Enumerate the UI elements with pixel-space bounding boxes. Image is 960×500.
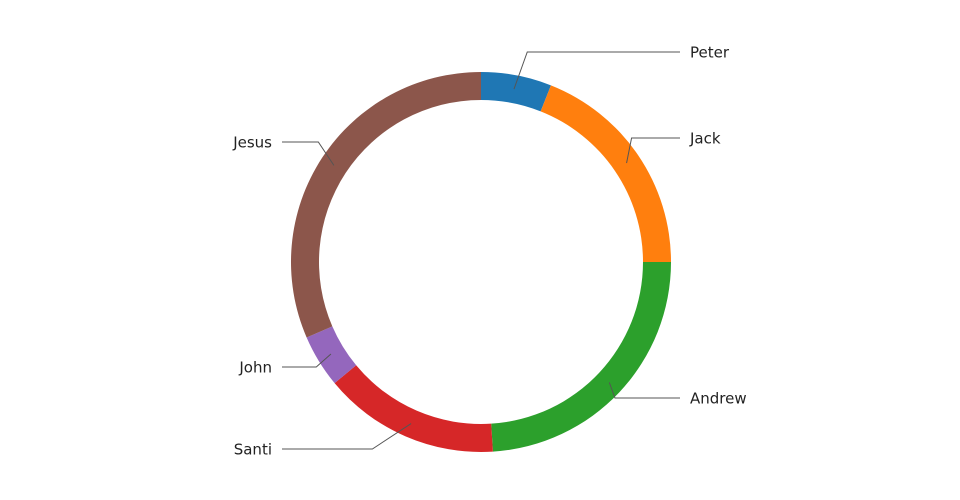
leader-line-santi: [282, 423, 412, 450]
leader-line-peter: [513, 51, 680, 90]
slice-santi[interactable]: [334, 365, 493, 453]
slice-label-andrew: Andrew: [690, 389, 747, 407]
leader-line-john: [282, 353, 332, 368]
slice-john[interactable]: [306, 326, 357, 384]
leaders-layer: [282, 51, 680, 450]
slice-peter[interactable]: [481, 72, 551, 112]
slice-jesus[interactable]: [290, 72, 481, 338]
leader-line-jesus: [282, 141, 335, 166]
slice-label-jesus: Jesus: [232, 133, 272, 151]
leader-line-jack: [626, 137, 680, 164]
slice-label-john: John: [238, 358, 272, 376]
slice-andrew[interactable]: [491, 262, 671, 452]
leader-line-andrew: [608, 382, 680, 399]
slice-jack[interactable]: [540, 85, 671, 262]
slice-label-peter: Peter: [690, 43, 730, 61]
slices-layer: [290, 72, 671, 453]
slice-label-santi: Santi: [234, 440, 272, 458]
slice-label-jack: Jack: [689, 129, 721, 147]
labels-layer: Peter Jack Andrew Santi John Jesus: [232, 43, 746, 458]
